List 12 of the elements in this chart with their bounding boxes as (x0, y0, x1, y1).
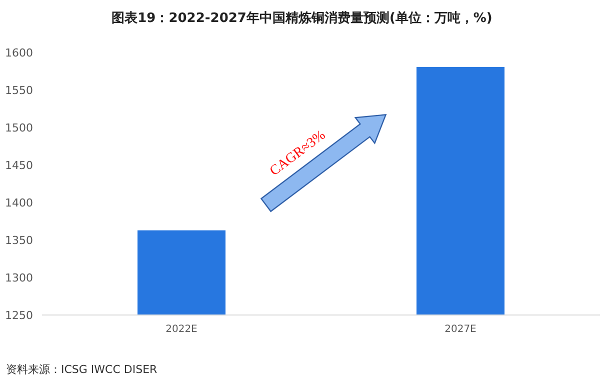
text: 资料来源：ICSG IWCC DISER (6, 363, 158, 376)
y-tick-label: 1400 (5, 196, 33, 210)
x-tick-label: 2022E (166, 324, 198, 335)
x-tick-label: 2027E (444, 324, 476, 335)
y-tick-label: 1450 (5, 159, 33, 172)
chart-title: 图表19：2022-2027年中国精炼铜消费量预测(单位：万吨，%) (112, 10, 492, 26)
y-tick-label: 1600 (5, 46, 33, 60)
y-tick-label: 1300 (5, 272, 33, 285)
y-tick-label: 1500 (5, 122, 33, 135)
y-tick-label: 1550 (5, 84, 33, 98)
y-tick-label: 1350 (5, 234, 33, 248)
y-tick-label: 1250 (5, 309, 33, 322)
